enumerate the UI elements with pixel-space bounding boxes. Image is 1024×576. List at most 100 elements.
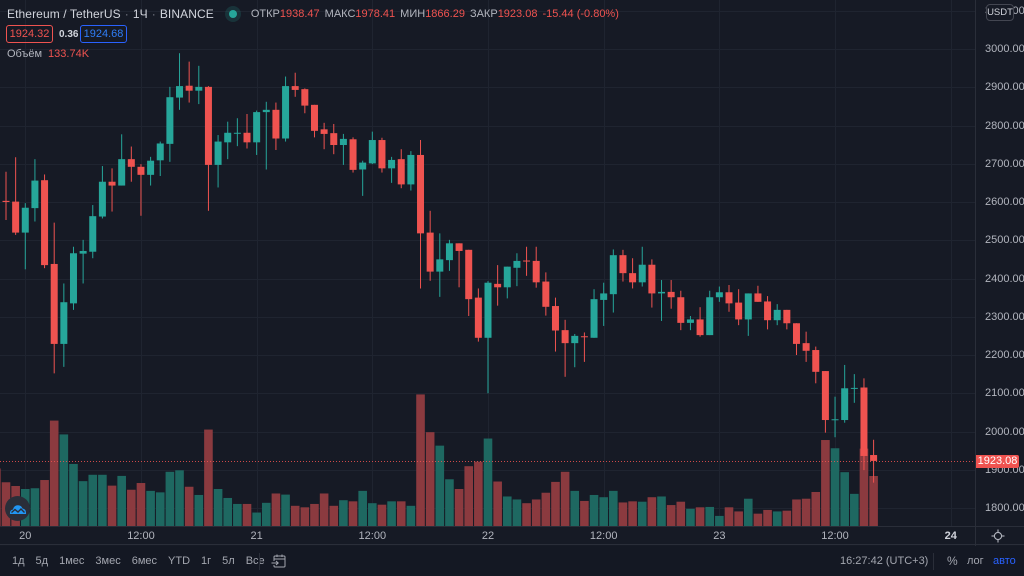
ohlc-change: -15.44 (-0.80%)	[542, 8, 619, 20]
candle-body	[658, 291, 666, 294]
volume-bars	[0, 394, 878, 526]
candle-body	[253, 112, 261, 143]
ohlc-close: ЗАКР1923.08	[469, 8, 538, 20]
candle-body	[580, 336, 588, 338]
price-axis-label: 2500.00	[985, 234, 1024, 247]
candle	[21, 203, 29, 270]
candle-body	[378, 140, 386, 169]
candle	[310, 104, 318, 138]
percent-scale-toggle[interactable]: %	[947, 554, 958, 568]
volume-bar	[551, 481, 560, 526]
chart-logo-icon	[9, 504, 26, 514]
volume-legend[interactable]: Объём 133.74K	[7, 47, 89, 61]
range-1d-button[interactable]: 1д	[12, 555, 25, 567]
candle	[465, 249, 473, 316]
price-axis-label: 2700.00	[985, 157, 1024, 170]
candle-body	[349, 139, 357, 170]
volume-bar	[541, 492, 551, 526]
candle-body	[609, 255, 617, 295]
time-axis[interactable]: 20 12:00 21 12:00 22 12:00 23 12:00 24	[0, 526, 1024, 546]
date-range-buttons: 1д 5д 1мес 3мес 6мес YTD 1г 5л Все	[12, 546, 265, 576]
candle	[773, 304, 781, 326]
candle	[542, 272, 550, 316]
price-axis-label: 2900.00	[985, 81, 1024, 94]
chart-logo-button[interactable]	[5, 496, 30, 521]
bottom-toolbar: 1д 5д 1мес 3мес 6мес YTD 1г 5л Все 16:27…	[0, 546, 1024, 576]
range-1y-button[interactable]: 1г	[201, 555, 212, 567]
buy-price-button[interactable]: 1924.68	[80, 25, 127, 43]
volume-bar	[406, 505, 416, 526]
volume-bar	[782, 510, 792, 526]
range-3m-button[interactable]: 3мес	[95, 555, 121, 567]
sell-price-button[interactable]: 1924.32	[6, 25, 53, 43]
volume-bar	[618, 502, 628, 526]
candle-body	[600, 293, 608, 300]
volume-bar	[59, 434, 69, 526]
price-chart-canvas[interactable]	[0, 0, 975, 526]
market-status-icon[interactable]	[224, 6, 241, 22]
candle-body	[368, 140, 376, 164]
range-5d-button[interactable]: 5д	[35, 555, 49, 567]
candle-body	[2, 200, 10, 202]
candle	[850, 374, 858, 403]
candle-body	[484, 282, 492, 338]
time-axis-label: 22	[481, 530, 495, 542]
candle	[715, 286, 723, 302]
log-scale-toggle[interactable]: лог	[967, 555, 984, 567]
candle	[532, 246, 540, 288]
volume-bar	[300, 507, 310, 526]
candle-body	[69, 253, 77, 304]
price-axis-label: 3000.00	[985, 43, 1024, 55]
volume-bar	[252, 512, 261, 526]
range-1m-button[interactable]: 1мес	[59, 555, 85, 567]
candle	[551, 297, 559, 352]
spread-value: 0.36	[59, 28, 79, 40]
candle-body	[118, 159, 126, 186]
volume-bar	[628, 501, 637, 526]
candle	[272, 102, 280, 150]
range-6m-button[interactable]: 6мес	[131, 555, 158, 567]
volume-bar	[69, 463, 78, 526]
auto-scale-toggle[interactable]: авто	[993, 555, 1016, 567]
calendar-goto-icon[interactable]	[271, 554, 286, 568]
volume-bar	[580, 500, 589, 526]
candle	[108, 168, 116, 212]
volume-bar	[792, 499, 801, 526]
range-ytd-button[interactable]: YTD	[168, 555, 191, 567]
volume-bar	[531, 499, 541, 526]
clock-timezone[interactable]: 16:27:42 (UTC+3)	[840, 555, 929, 567]
candle	[69, 246, 77, 310]
price-axis-label: 2800.00	[985, 119, 1024, 132]
volume-bar	[261, 502, 271, 526]
ohlc-open: ОТКР1938.47	[250, 8, 320, 20]
candle	[474, 288, 482, 342]
candle-body	[542, 281, 550, 307]
price-axis[interactable]: 3100.003000.002900.002800.002700.002600.…	[975, 0, 1024, 526]
divider	[259, 553, 260, 570]
range-5y-button[interactable]: 5л	[222, 555, 235, 567]
candle	[812, 346, 820, 384]
range-all-button[interactable]: Все	[245, 555, 265, 567]
price-axis-label: 2000.00	[985, 425, 1024, 438]
candle-body	[503, 266, 511, 288]
volume-bar	[271, 493, 281, 526]
candle	[561, 319, 569, 377]
volume-bar	[657, 496, 666, 526]
candle-body	[98, 181, 106, 217]
currency-button[interactable]: USDT	[986, 4, 1014, 21]
candle-body	[532, 260, 540, 283]
volume-bar	[281, 494, 290, 526]
candle-body	[513, 260, 521, 268]
symbol-title[interactable]: Ethereum / TetherUS · 1Ч · BINANCE	[7, 7, 214, 21]
gear-icon[interactable]	[991, 529, 1005, 543]
volume-bar	[290, 505, 300, 526]
volume-bar	[310, 503, 319, 526]
candle	[436, 233, 444, 297]
volume-bar	[763, 509, 772, 526]
candle	[368, 131, 376, 165]
volume-bar	[850, 493, 859, 526]
candle-body	[821, 371, 829, 421]
candle	[609, 249, 617, 313]
volume-bar	[146, 490, 155, 526]
price-axis-label: 2200.00	[985, 349, 1024, 361]
